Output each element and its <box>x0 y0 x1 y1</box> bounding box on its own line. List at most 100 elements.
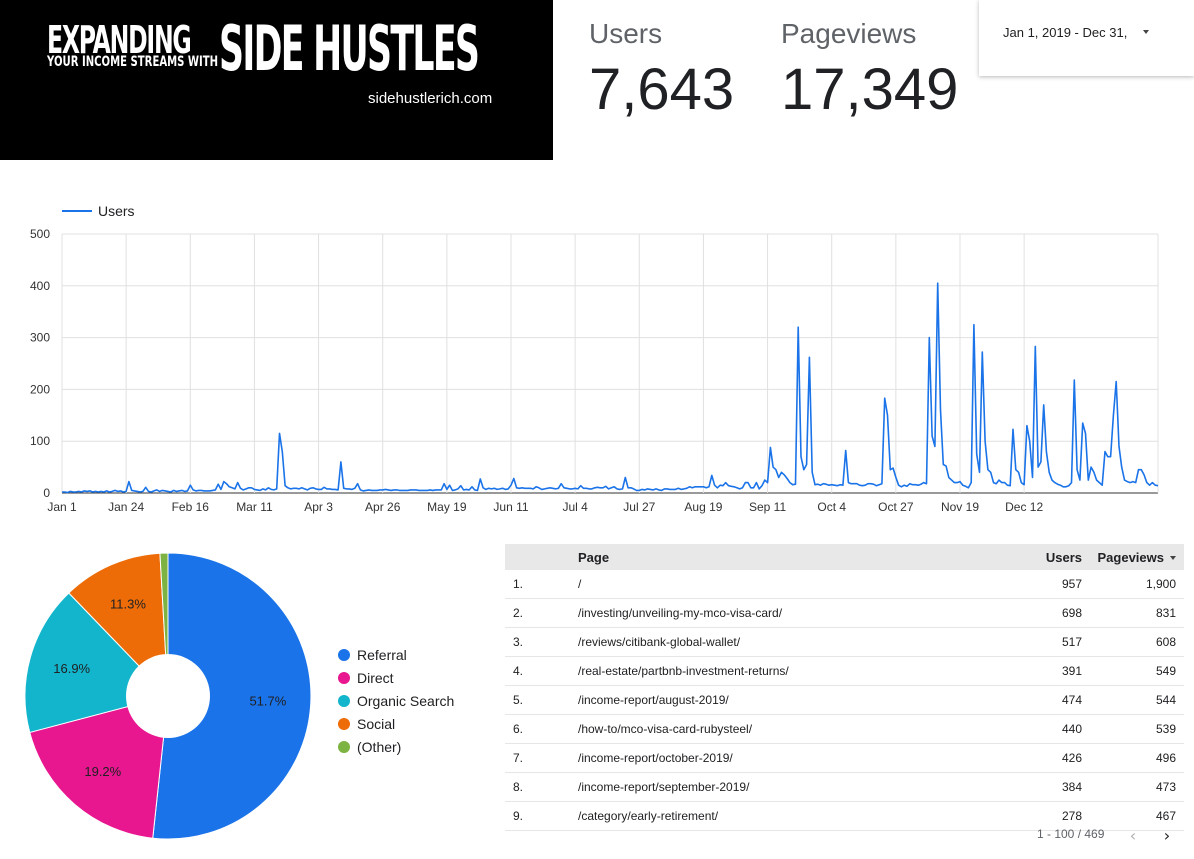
row-page: /income-report/august-2019/ <box>578 693 729 707</box>
table-row[interactable]: 6. /how-to/mco-visa-card-rubysteel/440 539 <box>505 715 1184 744</box>
x-tick-label: Jul 4 <box>562 500 588 514</box>
pie-slice[interactable] <box>152 552 312 840</box>
date-range-value: Jan 1, 2019 - Dec 31, 2019 <box>1003 25 1129 40</box>
legend-label: Direct <box>357 669 394 686</box>
pie-legend: Referral Direct Organic Search Social (Other… <box>338 643 454 758</box>
row-users: 384 <box>1061 780 1082 794</box>
x-tick-label: Dec 12 <box>1005 500 1043 514</box>
x-tick-label: Oct 4 <box>817 500 846 514</box>
legend-item[interactable]: Direct <box>338 666 454 689</box>
y-tick-label: 300 <box>30 331 50 345</box>
legend-swatch <box>338 648 350 661</box>
x-tick-label: Jul 27 <box>623 500 655 514</box>
row-page: /investing/unveiling-my-mco-visa-card/ <box>578 606 783 620</box>
row-users: 440 <box>1061 722 1082 736</box>
row-users: 278 <box>1061 809 1082 823</box>
time-series-svg: 0 100 200 300 400 500 Jan 1 Jan 24 Feb 16 Mar 11… <box>30 203 1159 514</box>
y-tick-label: 100 <box>30 434 50 448</box>
chevron-left-icon[interactable]: ‹ <box>1129 826 1137 845</box>
table-row[interactable]: 2. /investing/unveiling-my-mco-visa-card/… <box>505 599 1184 628</box>
x-tick-label: Feb 16 <box>172 500 210 514</box>
legend-label: Social <box>357 715 396 732</box>
x-tick-label: May 19 <box>427 500 467 514</box>
table-row[interactable]: 5. /income-report/august-2019/474 544 <box>505 686 1184 715</box>
users-scorecard-label: Users <box>589 18 663 49</box>
users-time-series-chart: 0 100 200 300 400 500 Jan 1 Jan 24 Feb 16 Mar 11… <box>0 195 1194 525</box>
table-row[interactable]: 9. /category/early-retirement/278 467 <box>505 802 1184 831</box>
legend-label: Organic Search <box>357 692 455 709</box>
users-scorecard-value: 7,643 <box>589 57 735 122</box>
logo-word-side-hustles: SIDE HUSTLES <box>219 12 480 85</box>
row-users: 391 <box>1061 664 1082 678</box>
pie-data-label: 19.2% <box>84 764 121 779</box>
row-users: 474 <box>1061 693 1082 707</box>
y-tick-label: 200 <box>30 382 50 396</box>
table-row[interactable]: 7. /income-report/october-2019/426 496 <box>505 744 1184 773</box>
x-tick-label: Apr 3 <box>304 500 333 514</box>
pageviews-scorecard-label: Pageviews <box>781 18 917 49</box>
legend-item[interactable]: (Other) <box>338 735 454 758</box>
row-page: /reviews/citibank-global-wallet/ <box>578 635 741 649</box>
x-tick-label: Jan 24 <box>108 500 144 514</box>
table-row[interactable]: 8. /income-report/september-2019/384 473 <box>505 773 1184 802</box>
logo-banner: EXPANDING YOUR INCOME STREAMS WITH SIDE … <box>0 0 553 160</box>
legend-swatch <box>338 694 350 707</box>
header-users[interactable]: Users <box>1045 549 1082 565</box>
x-tick-label: Aug 19 <box>684 500 722 514</box>
row-users: 517 <box>1061 635 1082 649</box>
header-pageviews-label: Pageviews <box>1097 549 1165 565</box>
row-page: /how-to/mco-visa-card-rubysteel/ <box>578 722 753 736</box>
row-pageviews: 473 <box>1155 780 1176 794</box>
pie-data-label: 16.9% <box>53 661 90 676</box>
row-index: 8. <box>513 780 524 794</box>
pageviews-scorecard: Pageviews 17,349 <box>781 18 958 122</box>
x-tick-label: Apr 26 <box>365 500 401 514</box>
row-page: / <box>578 577 582 591</box>
row-pageviews: 467 <box>1155 809 1176 823</box>
chevron-down-icon <box>1143 30 1149 34</box>
row-pageviews: 496 <box>1155 751 1176 765</box>
row-pageviews: 539 <box>1155 722 1176 736</box>
x-tick-label: Mar 11 <box>236 500 273 514</box>
pie-slice[interactable] <box>68 552 169 698</box>
legend-swatch <box>338 671 350 684</box>
pie-data-label: 11.3% <box>110 596 146 611</box>
header-pageviews[interactable]: Pageviews <box>1082 550 1176 565</box>
legend-item[interactable]: Organic Search <box>338 689 454 712</box>
table-row[interactable]: 3. /reviews/citibank-global-wallet/517 608 <box>505 628 1184 657</box>
y-tick-label: 0 <box>43 486 50 500</box>
legend-label: Referral <box>357 646 407 663</box>
donut-hole <box>126 654 210 738</box>
row-pageviews: 608 <box>1155 635 1176 649</box>
x-tick-label: Jun 11 <box>493 500 528 514</box>
x-tick-label: Sep 11 <box>749 500 786 514</box>
table-row[interactable]: 1. / 957 1,900 <box>505 570 1184 599</box>
sort-desc-icon <box>1170 556 1176 561</box>
pie-svg: 51.7% 19.2% 16.9% 11.3% <box>24 552 312 840</box>
date-range-selector[interactable]: Jan 1, 2019 - Dec 31, 2019 <box>979 0 1194 76</box>
table-header: Page Users Pageviews <box>505 544 1184 570</box>
row-page: /income-report/september-2019/ <box>578 780 750 794</box>
row-users: 426 <box>1061 751 1082 765</box>
header-page[interactable]: Page <box>578 549 610 565</box>
legend-item[interactable]: Social <box>338 712 454 735</box>
legend-swatch <box>338 740 350 753</box>
x-tick-label: Nov 19 <box>941 500 979 514</box>
top-pages-table: Page Users Pageviews 1. / 957 1,900 2. /inves… <box>505 544 1184 831</box>
x-tick-label: Oct 27 <box>878 500 914 514</box>
legend-label-users: Users <box>98 203 135 219</box>
row-users: 957 <box>1061 577 1082 591</box>
pie-data-label: 51.7% <box>249 693 286 708</box>
users-series-line <box>62 282 1159 494</box>
chevron-right-icon[interactable]: › <box>1163 826 1171 845</box>
row-index: 2. <box>513 606 524 620</box>
row-pageviews: 1,900 <box>1145 577 1176 591</box>
table-body: 1. / 957 1,900 2. /investing/unveiling-my-mco… <box>505 570 1184 831</box>
table-row[interactable]: 4. /real-estate/partbnb-investment-return… <box>505 657 1184 686</box>
legend-swatch <box>338 717 350 730</box>
row-index: 7. <box>513 751 524 765</box>
legend-item[interactable]: Referral <box>338 643 454 666</box>
row-pageviews: 549 <box>1155 664 1176 678</box>
pie-slice[interactable] <box>29 695 169 839</box>
row-users: 698 <box>1061 606 1082 620</box>
